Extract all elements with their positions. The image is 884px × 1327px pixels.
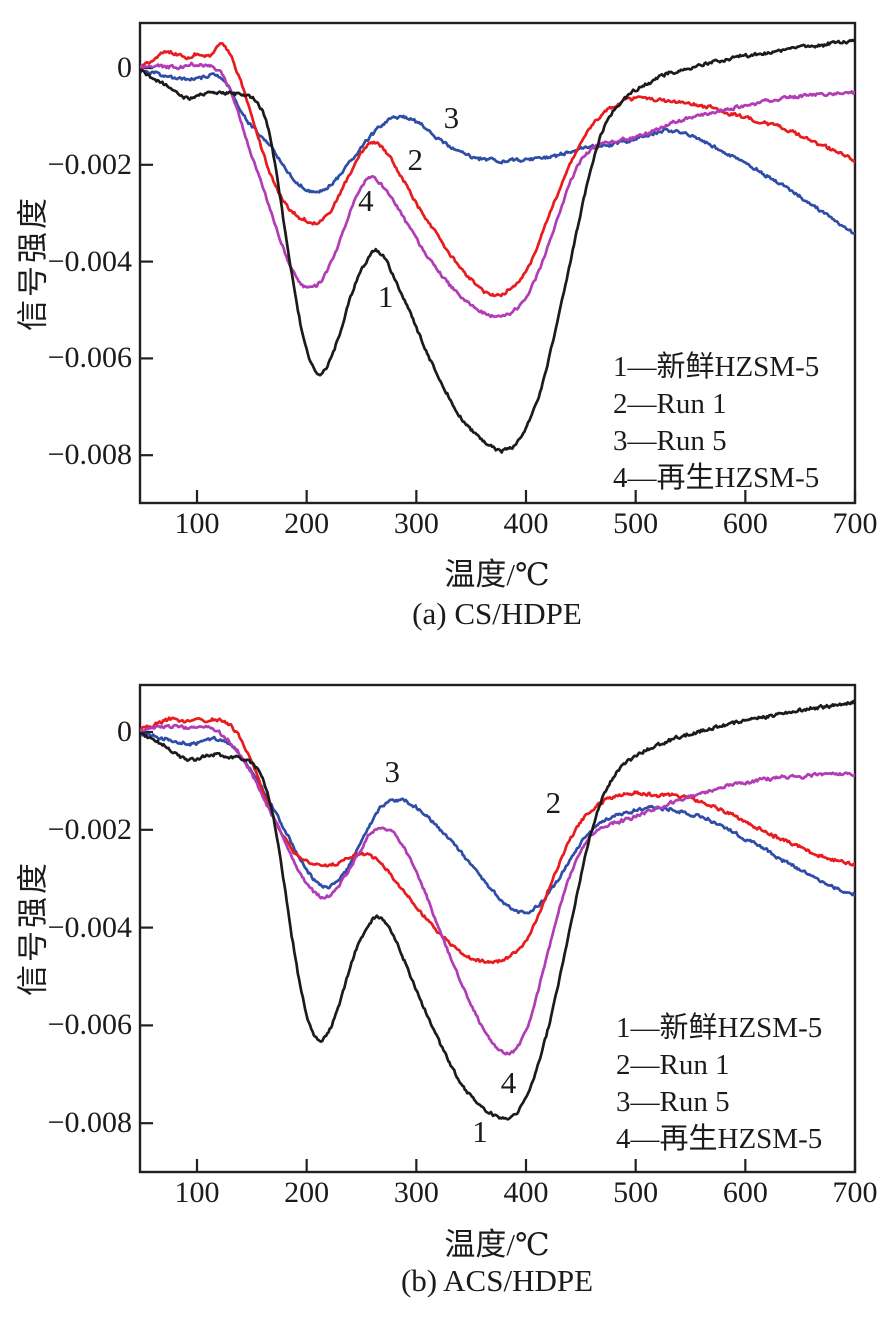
chart-a-y-tick-label: −0.008: [47, 438, 132, 472]
chart-a-x-tick-label: 300: [393, 507, 439, 540]
chart-b-group: [138, 683, 857, 1174]
chart-a-y-tick-label: −0.004: [47, 244, 132, 278]
chart-b-curve-label-1: 1: [472, 1114, 488, 1149]
legend-entry: 3—Run 5: [613, 425, 727, 457]
chart-a-x-tick-label: 600: [722, 507, 768, 540]
chart-b-legend: 1—新鲜HZSM-5 2—Run 1 3—Run 5 4—再生HZSM-5: [616, 1010, 822, 1158]
chart-a-curve-label-3: 3: [443, 99, 460, 135]
chart-b-curve-4-regenerated-hzsm5: [140, 723, 855, 1056]
chart-b-x-axis-title: 温度/℃: [444, 1227, 550, 1262]
chart-a-y-tick-label: −0.006: [47, 341, 132, 375]
chart-b-curve-2-run1: [140, 716, 855, 965]
chart-a-curve-label-4: 4: [358, 183, 374, 219]
chart-a-x-tick-label: 400: [503, 507, 549, 540]
legend-entry: 4—再生HZSM-5: [616, 1123, 823, 1155]
chart-b-y-tick-label: −0.004: [47, 910, 132, 944]
chart-b-y-tick-label: −0.006: [47, 1008, 132, 1042]
chart-a-group: [138, 21, 857, 505]
chart-a-curve-3-run5: [140, 66, 855, 236]
chart-a-x-tick-label: 100: [174, 507, 220, 540]
chart-b-y-tick-label: 0: [117, 715, 132, 748]
legend-entry: 2—Run 1: [616, 1049, 730, 1081]
chart-a-curve-2-run1: [140, 42, 855, 298]
chart-a-curve-label-1: 1: [377, 278, 394, 314]
chart-b-x-tick-label: 500: [613, 1176, 659, 1209]
chart-b-x-tick-label: 400: [503, 1176, 549, 1209]
chart-a-caption: (a) CS/HDPE: [412, 596, 582, 631]
chart-b-y-tick-label: −0.008: [47, 1106, 132, 1140]
chart-a-x-tick-label: 200: [284, 507, 330, 540]
chart-b-curve-label-4: 4: [500, 1065, 517, 1101]
chart-a-x-tick-label: 700: [832, 507, 878, 540]
chart-a-y-tick-label: −0.002: [47, 147, 132, 181]
chart-b-curve-1-fresh-hzsm5: [140, 699, 855, 1121]
chart-b-x-tick-label: 200: [284, 1176, 330, 1209]
legend-entry: 1—新鲜HZSM-5: [613, 351, 820, 383]
chart-a-curve-label-2: 2: [407, 141, 423, 177]
chart-a-frame: [138, 21, 857, 505]
chart-a-x-axis-title: 温度/℃: [444, 557, 550, 592]
chart-b-caption: (b) ACS/HDPE: [400, 1263, 594, 1298]
chart-b-x-tick-label: 700: [832, 1176, 878, 1209]
chart-a-legend: 1—新鲜HZSM-5 2—Run 1 3—Run 5 4—再生HZSM-5: [613, 349, 819, 497]
chart-b-x-tick-label: 300: [393, 1176, 439, 1209]
chart-a-curve-1-fresh-hzsm5: [140, 38, 855, 454]
chart-a-y-tick-label: 0: [117, 51, 132, 84]
legend-entry: 1—新鲜HZSM-5: [616, 1012, 823, 1044]
legend-entry: 4—再生HZSM-5: [613, 462, 820, 494]
chart-b-x-tick-label: 100: [174, 1176, 220, 1209]
chart-b-y-tick-label: −0.002: [47, 812, 132, 846]
chart-a-x-tick-label: 500: [613, 507, 659, 540]
legend-entry: 2—Run 1: [613, 388, 727, 420]
chart-b-curve-label-2: 2: [545, 784, 562, 820]
chart-b-curve-label-3: 3: [384, 754, 400, 790]
chart-b-x-tick-label: 600: [722, 1176, 768, 1209]
legend-entry: 3—Run 5: [616, 1086, 730, 1118]
chart-a-curve-4-regenerated-hzsm5: [140, 61, 855, 319]
